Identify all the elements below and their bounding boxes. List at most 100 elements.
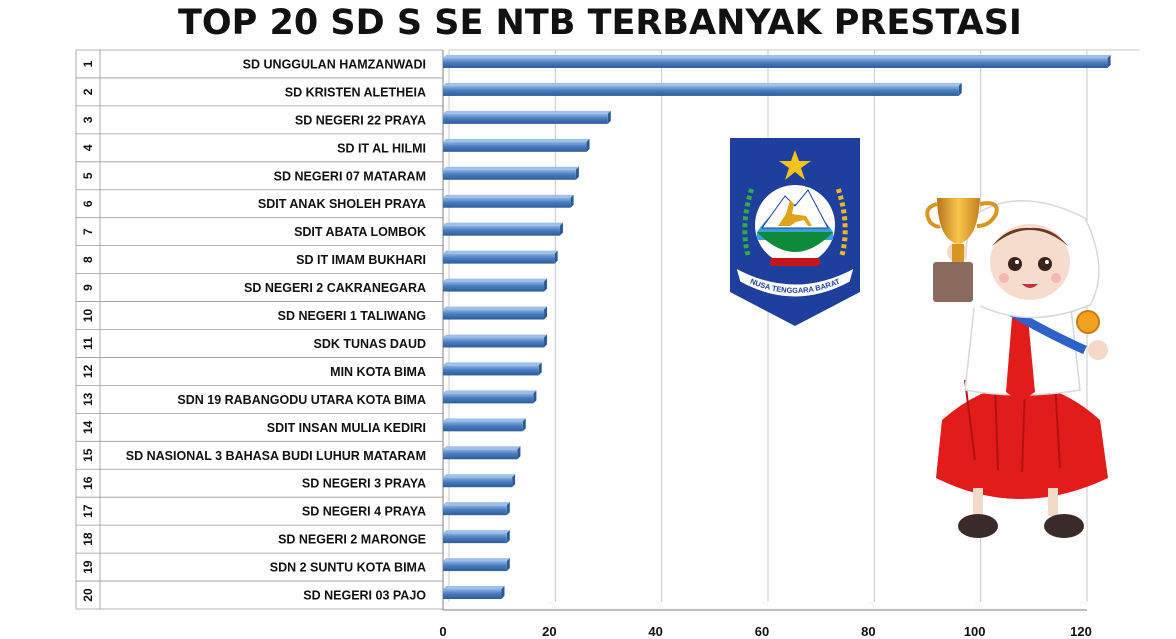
chart-title: TOP 20 SD S SE NTB TERBANYAK PRESTASI (178, 3, 1022, 43)
bar-side-face (544, 278, 548, 292)
bar (443, 589, 502, 600)
bar-top-face (443, 110, 611, 114)
rank-label: 20 (81, 588, 95, 602)
right-shoe (1044, 514, 1084, 538)
red-tie (1006, 318, 1035, 402)
bar (443, 141, 587, 152)
bar-side-face (958, 82, 962, 96)
category-label: SD IT IMAM BUKHARI (296, 253, 426, 267)
bar-top-face (443, 194, 574, 198)
emblem-ground (757, 232, 833, 252)
category-label: SD UNGGULAN HAMZANWADI (243, 57, 426, 71)
rank-label: 19 (81, 560, 95, 574)
bar-side-face (575, 166, 579, 180)
bar (443, 449, 518, 460)
rank-label: 13 (81, 392, 95, 406)
rank-label: 2 (81, 88, 95, 95)
skirt-pleats (964, 379, 1061, 473)
rank-label: 6 (81, 200, 95, 207)
student-girl-illustration (925, 198, 1108, 538)
right-hand (1088, 340, 1108, 360)
category-label: SDIT INSAN MULIA KEDIRI (267, 421, 426, 435)
girl-mouth (1022, 284, 1038, 288)
rank-label: 10 (81, 309, 95, 323)
bar (443, 225, 560, 236)
bar (443, 477, 513, 488)
category-label: SD NEGERI 2 CAKRANEGARA (244, 281, 426, 295)
x-tick-label: 120 (1070, 624, 1092, 639)
category-label: SD NEGERI 03 PAJO (303, 589, 426, 603)
row-layer: 1 SD UNGGULAN HAMZANWADI 2 SD KRISTEN ALETH… (75, 49, 444, 610)
emblem-ribbon (735, 266, 855, 298)
rank-label: 4 (81, 144, 95, 151)
bar-top-face (443, 418, 526, 422)
bar-side-face (538, 362, 542, 376)
bar (443, 561, 507, 572)
gridline-depth (974, 601, 981, 606)
bar (443, 57, 1108, 68)
bar (443, 169, 576, 180)
category-label: SDK TUNAS DAUD (314, 337, 427, 351)
medal-icon (1076, 310, 1100, 334)
bar-side-face (506, 502, 510, 516)
bar-top-face (443, 222, 563, 226)
category-label: MIN KOTA BIMA (330, 365, 426, 379)
trophy-right-handle (976, 201, 999, 228)
bar-side-face (512, 474, 516, 488)
bar (443, 421, 523, 432)
rank-label: 8 (81, 256, 95, 263)
bar-side-face (544, 334, 548, 348)
bar-side-face (559, 222, 563, 236)
rank-label: 5 (81, 172, 95, 179)
bar-top-face (443, 362, 542, 366)
rank-label: 9 (81, 284, 95, 291)
bar-top-face (443, 138, 590, 142)
bar-top-face (443, 250, 558, 254)
trophy-left-handle (925, 202, 941, 229)
trophy-icon (937, 198, 980, 244)
x-tick-label: 80 (861, 624, 875, 639)
bar-top-face (443, 446, 521, 450)
left-eye (1008, 257, 1022, 271)
gridline-depth (761, 601, 769, 606)
bar-top-face (443, 334, 548, 338)
bar (443, 253, 555, 264)
rank-label: 7 (81, 228, 95, 235)
rank-label: 1 (81, 60, 95, 67)
gridline-depth (868, 601, 875, 606)
rank-label: 15 (81, 448, 95, 462)
category-label: SD NEGERI 22 PRAYA (295, 113, 426, 127)
trophy-base (933, 262, 973, 302)
mountain-icon (761, 189, 829, 229)
bar (443, 281, 545, 292)
right-eye-shine (1045, 260, 1049, 264)
bar (443, 393, 534, 404)
category-label: SD NEGERI 4 PRAYA (302, 505, 426, 519)
category-label: SDN 2 SUNTU KOTA BIMA (270, 561, 426, 575)
bar-top-face (443, 558, 510, 562)
gridline-depth (442, 601, 450, 606)
emblem-red-band (770, 258, 820, 266)
right-leg (1048, 488, 1058, 516)
category-label: SD NEGERI 07 MATARAM (274, 169, 426, 183)
bar-side-face (533, 390, 537, 404)
bar-side-face (517, 446, 521, 460)
bar-side-face (522, 418, 526, 432)
category-label: SD NASIONAL 3 BAHASA BUDI LUHUR MATARAM (126, 449, 426, 463)
trophy-stem (952, 244, 964, 262)
bar-top-face (443, 166, 579, 170)
bar (443, 197, 571, 208)
bar (443, 337, 545, 348)
girl-hair (992, 227, 1068, 246)
gridline-depth (655, 601, 662, 606)
bar-layer (443, 54, 1111, 600)
bar-top-face (443, 306, 548, 310)
rank-label: 11 (81, 337, 95, 350)
left-cheek (999, 273, 1009, 283)
bar (443, 113, 608, 124)
rank-label: 17 (81, 504, 95, 518)
bar (443, 533, 507, 544)
left-eye-shine (1015, 260, 1019, 264)
